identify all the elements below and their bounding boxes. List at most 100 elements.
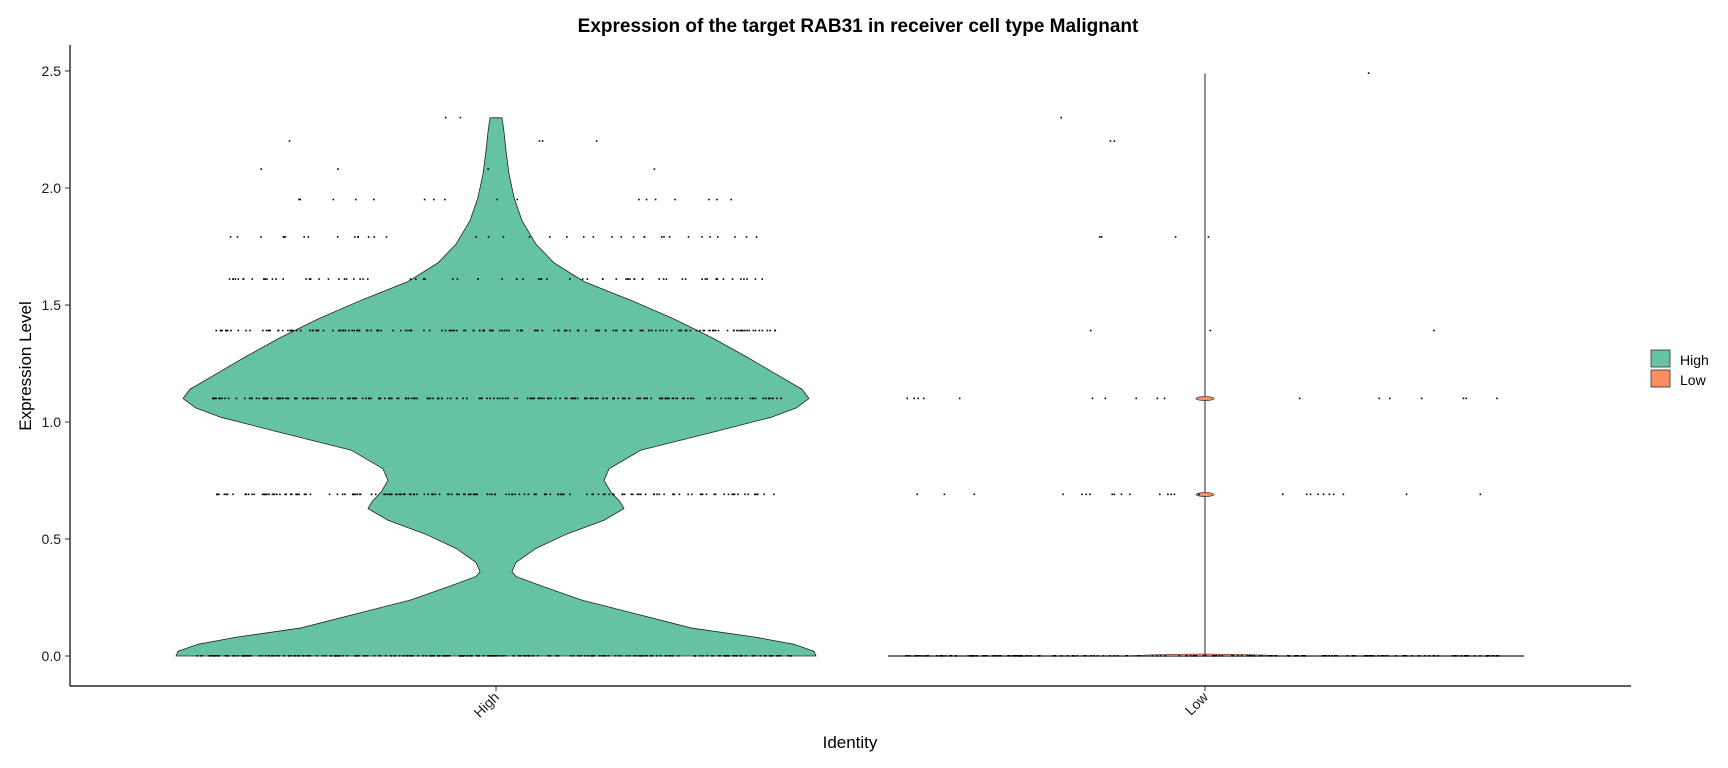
data-point [342, 655, 344, 657]
data-point [736, 329, 738, 332]
data-point [565, 329, 568, 332]
data-point [1060, 116, 1063, 119]
data-point [1298, 397, 1301, 400]
data-point [478, 397, 481, 400]
data-point [740, 329, 742, 332]
data-point [670, 655, 672, 657]
data-point [309, 329, 311, 332]
x-axis-title: Identity [823, 733, 878, 752]
data-point [639, 329, 642, 332]
data-point [1164, 655, 1167, 657]
data-point [1151, 655, 1154, 657]
data-point [1493, 655, 1495, 657]
data-point [1352, 655, 1355, 657]
data-point [548, 655, 551, 657]
data-point [923, 655, 926, 657]
data-point [1037, 655, 1039, 657]
data-point [754, 397, 757, 400]
data-point [543, 397, 545, 400]
data-point [321, 397, 324, 400]
data-point [494, 655, 497, 657]
data-point [268, 655, 270, 657]
data-point [701, 278, 703, 280]
data-point [754, 278, 757, 280]
data-point [345, 278, 348, 280]
data-point [251, 278, 254, 280]
data-point [1240, 655, 1243, 657]
data-point [713, 329, 715, 332]
data-point [462, 397, 464, 400]
data-point [390, 493, 393, 496]
data-point [451, 329, 454, 332]
data-point [602, 397, 605, 400]
data-point [353, 493, 355, 496]
data-point [247, 655, 250, 657]
data-point [1250, 655, 1252, 657]
data-point [677, 655, 680, 657]
data-point [648, 329, 651, 332]
data-point [695, 329, 698, 332]
data-point [769, 397, 771, 400]
data-point [392, 329, 394, 332]
data-point [250, 397, 252, 400]
data-point [258, 397, 260, 400]
data-point [724, 655, 727, 657]
data-point [378, 655, 381, 657]
data-point [327, 278, 330, 280]
data-point [624, 329, 626, 332]
data-point [660, 397, 663, 400]
data-point [488, 493, 491, 496]
data-point [526, 397, 529, 400]
data-point [352, 397, 354, 400]
data-point [303, 236, 305, 238]
y-tick-label: 2.5 [42, 63, 62, 79]
data-point [653, 168, 656, 170]
data-point [501, 655, 504, 657]
data-point [215, 655, 217, 657]
data-point [711, 329, 714, 332]
data-point [1212, 655, 1214, 657]
data-point [546, 278, 548, 280]
data-point [410, 655, 413, 657]
data-point [672, 493, 674, 496]
data-point [537, 329, 539, 332]
data-point [367, 236, 370, 238]
data-point [1253, 655, 1256, 657]
data-point [212, 397, 215, 400]
data-point [432, 397, 434, 400]
data-point [456, 493, 458, 496]
y-tick-label: 1.5 [42, 297, 62, 313]
data-point [292, 329, 294, 332]
data-point [754, 493, 756, 496]
data-point [629, 655, 631, 657]
data-point [501, 329, 503, 332]
data-point [914, 655, 917, 657]
data-point [639, 397, 642, 400]
violin-low-knot [1195, 492, 1215, 497]
data-point [342, 329, 345, 332]
data-point [1369, 655, 1372, 657]
data-point [1096, 655, 1099, 657]
data-point [508, 493, 510, 496]
data-point [512, 655, 515, 657]
data-point [726, 655, 729, 657]
data-point [712, 655, 714, 657]
data-point [356, 655, 359, 657]
data-point [1137, 655, 1140, 657]
data-point [562, 493, 565, 496]
data-point [667, 397, 670, 400]
data-point [351, 493, 354, 496]
data-point [340, 397, 343, 400]
data-point [604, 329, 607, 332]
data-point [1432, 655, 1435, 657]
data-point [641, 278, 644, 280]
data-point [1207, 236, 1210, 238]
data-point [601, 278, 604, 280]
data-point [216, 493, 218, 496]
data-point [1120, 493, 1123, 496]
data-point [529, 397, 532, 400]
data-point [449, 397, 452, 400]
data-point [717, 655, 720, 657]
data-point [346, 655, 348, 657]
data-point [628, 397, 630, 400]
